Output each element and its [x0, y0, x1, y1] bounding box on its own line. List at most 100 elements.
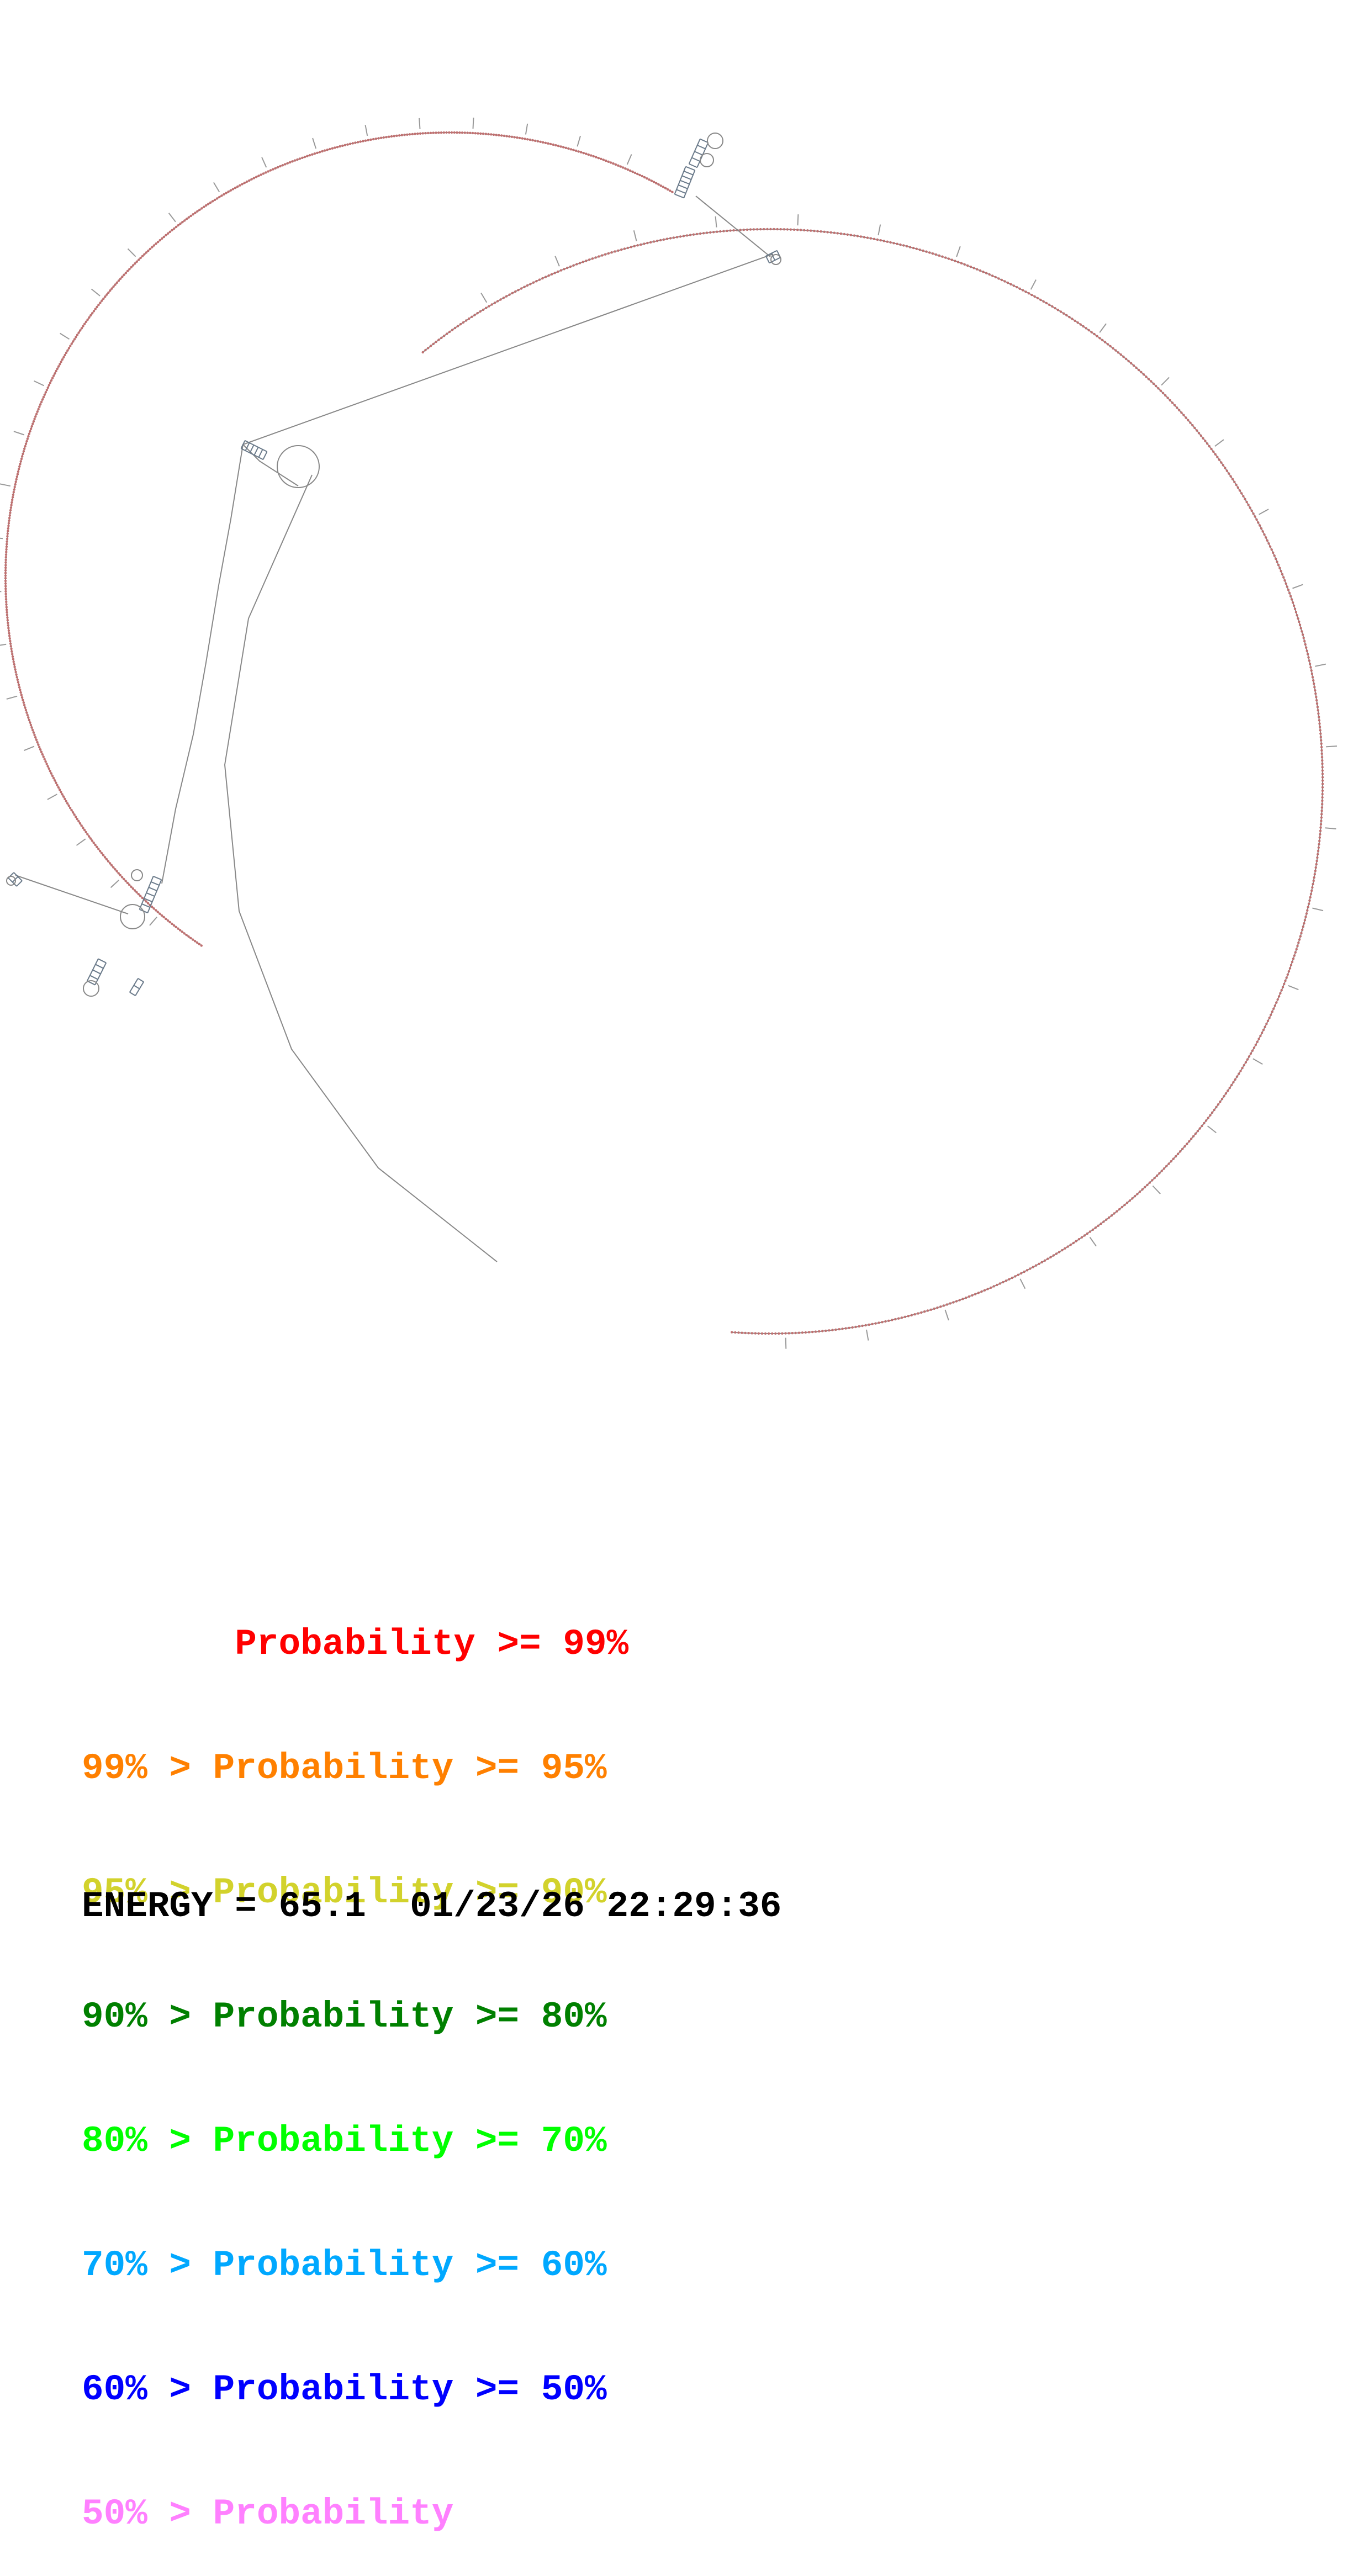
nucleotide-dot: [994, 276, 997, 279]
nucleotide-dot: [109, 862, 112, 865]
nucleotide-dot: [126, 269, 129, 272]
nucleotide-dot: [84, 320, 88, 323]
long-connector-lines: [161, 253, 774, 884]
nucleotide-dot: [659, 184, 662, 187]
nucleotide-dot: [92, 310, 96, 313]
nucleotide-dot: [964, 1297, 968, 1299]
position-tick: [6, 695, 18, 700]
nucleotide-dot: [934, 253, 938, 256]
nucleotide-dot: [61, 358, 64, 361]
nucleotide-dot: [554, 144, 557, 147]
nucleotide-dot: [869, 237, 873, 240]
nucleotide-dot: [1265, 536, 1267, 539]
nucleotide-dot: [1261, 1032, 1264, 1034]
nucleotide-dot: [510, 135, 514, 138]
base-pair: [98, 958, 107, 964]
nucleotide-dot: [42, 755, 45, 758]
nucleotide-dot: [7, 627, 10, 630]
nucleotide-dot: [702, 232, 705, 235]
nucleotide-dot: [894, 1318, 897, 1321]
nucleotide-dot: [150, 905, 154, 908]
nucleotide-dot: [897, 1317, 900, 1320]
probability-legend: Probability >= 99% 99% > Probability >= …: [82, 1541, 628, 2576]
nucleotide-dot: [94, 308, 97, 310]
nucleotide-dot: [12, 660, 15, 663]
nucleotide-dot: [79, 329, 82, 332]
nucleotide-dot: [56, 367, 59, 370]
nucleotide-dot: [341, 144, 344, 147]
nucleotide-dot: [752, 228, 755, 231]
nucleotide-dot: [956, 261, 960, 263]
nucleotide-dot: [21, 455, 24, 458]
nucleotide-dot: [406, 133, 409, 136]
nucleotide-dot: [1310, 889, 1313, 892]
nucleotide-dot: [950, 258, 953, 261]
nucleotide-dot: [54, 372, 56, 375]
nucleotide-dot: [4, 593, 7, 595]
nucleotide-dot: [1287, 970, 1291, 973]
nucleotide-dot: [25, 711, 28, 714]
nucleotide-dot: [887, 1319, 890, 1322]
base-pair: [16, 880, 23, 887]
nucleotide-dot: [128, 268, 131, 271]
nucleotide-dot: [453, 326, 457, 330]
nucleotide-dot: [488, 305, 490, 308]
nucleotide-dot: [198, 943, 201, 945]
nucleotide-dot: [1320, 742, 1323, 745]
nucleotide-dot: [1162, 1167, 1166, 1170]
nucleotide-dot: [955, 1300, 958, 1303]
nucleotide-dot: [10, 504, 13, 506]
nucleotide-dot: [1317, 846, 1320, 849]
nucleotide-dot: [145, 900, 147, 903]
nucleotide-dot: [773, 228, 775, 231]
nucleotide-dot: [440, 336, 443, 339]
nucleotide-dot: [1131, 1197, 1134, 1200]
nucleotide-dot: [1289, 595, 1292, 597]
nucleotide-dot: [1046, 1257, 1049, 1260]
nucleotide-dot: [1304, 643, 1307, 646]
nucleotide-dot: [1256, 1040, 1259, 1043]
nucleotide-dot: [6, 535, 9, 538]
nucleotide-dot: [1321, 789, 1324, 792]
nucleotide-dot: [4, 585, 7, 588]
helix-strand: [245, 440, 268, 452]
nucleotide-dot: [1297, 941, 1300, 944]
nucleotide-dot: [1066, 1245, 1069, 1248]
nucleotide-dot: [871, 1323, 874, 1325]
nucleotide-dot: [12, 491, 15, 494]
nucleotide-dot: [411, 133, 414, 136]
nucleotide-dot: [31, 422, 34, 425]
nucleotide-dot: [1321, 769, 1324, 772]
nucleotide-dot: [926, 1309, 929, 1312]
nucleotide-dot: [1317, 849, 1320, 853]
nucleotide-dot: [1320, 752, 1323, 755]
nucleotide-dot: [51, 377, 54, 379]
nucleotide-dot: [124, 880, 127, 882]
nucleotide-dot: [57, 786, 60, 789]
nucleotide-dot: [137, 893, 140, 896]
nucleotide-dot: [1159, 389, 1162, 392]
nucleotide-dot: [4, 553, 8, 556]
nucleotide-dot: [1233, 480, 1236, 483]
nucleotide-dot: [193, 940, 197, 943]
nucleotide-dot: [311, 153, 314, 156]
nucleotide-dot: [1281, 573, 1284, 576]
nucleotide-dot: [1113, 1212, 1116, 1215]
nucleotide-dot: [96, 305, 98, 309]
nucleotide-dot: [938, 254, 940, 257]
nucleotide-dot: [559, 269, 563, 272]
nucleotide-dot: [1021, 289, 1024, 292]
nucleotide-dot: [130, 266, 133, 269]
nucleotide-dot: [600, 157, 602, 160]
nucleotide-dot: [520, 287, 523, 290]
position-tick: [261, 157, 267, 168]
nucleotide-dot: [578, 262, 582, 265]
nucleotide-dot: [131, 264, 135, 267]
nucleotide-dot: [76, 818, 78, 821]
nucleotide-dot: [542, 141, 545, 144]
nucleotide-dot: [25, 440, 28, 443]
nucleotide-dot: [15, 478, 18, 481]
nucleotide-dot: [175, 225, 178, 229]
nucleotide-dot: [379, 136, 383, 139]
base-pair: [148, 887, 157, 891]
